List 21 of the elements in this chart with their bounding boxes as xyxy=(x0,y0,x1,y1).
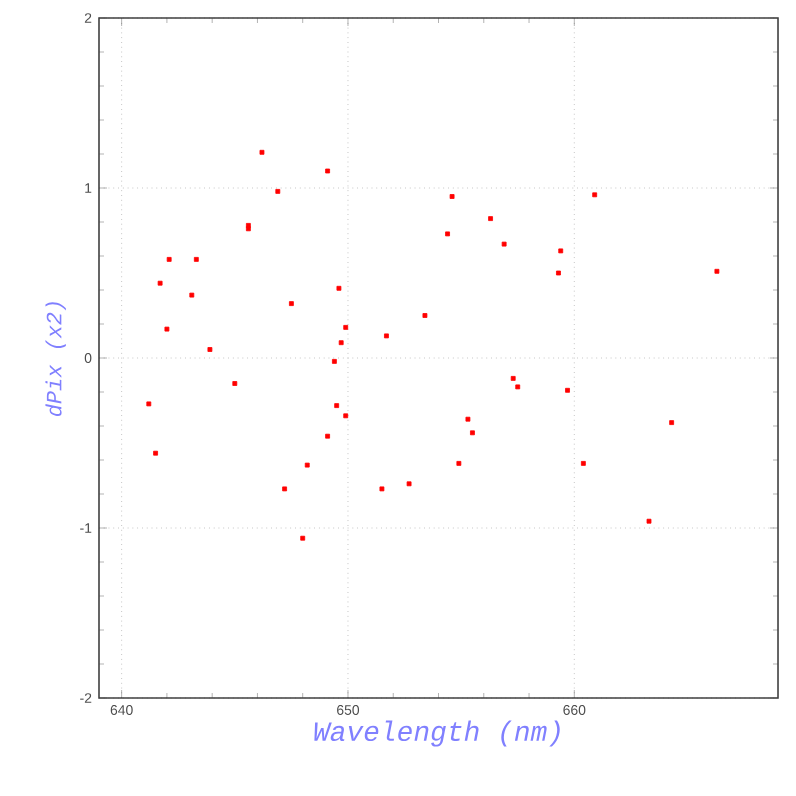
point xyxy=(164,326,170,332)
point xyxy=(304,462,310,468)
point xyxy=(714,268,720,274)
point xyxy=(336,285,342,291)
point xyxy=(558,248,564,254)
point xyxy=(646,518,652,524)
point xyxy=(379,486,385,492)
point xyxy=(501,241,507,247)
point xyxy=(300,535,306,541)
point xyxy=(189,292,195,298)
point xyxy=(465,416,471,422)
point xyxy=(146,401,152,407)
point xyxy=(406,481,412,487)
point xyxy=(259,149,265,155)
point xyxy=(515,384,521,390)
point xyxy=(343,413,349,419)
point xyxy=(338,340,344,346)
point xyxy=(157,280,163,286)
x-axis-title: Wavelength (nm) xyxy=(314,720,560,747)
y-axis-title: dPix (x2) xyxy=(45,302,66,416)
point xyxy=(592,192,598,198)
